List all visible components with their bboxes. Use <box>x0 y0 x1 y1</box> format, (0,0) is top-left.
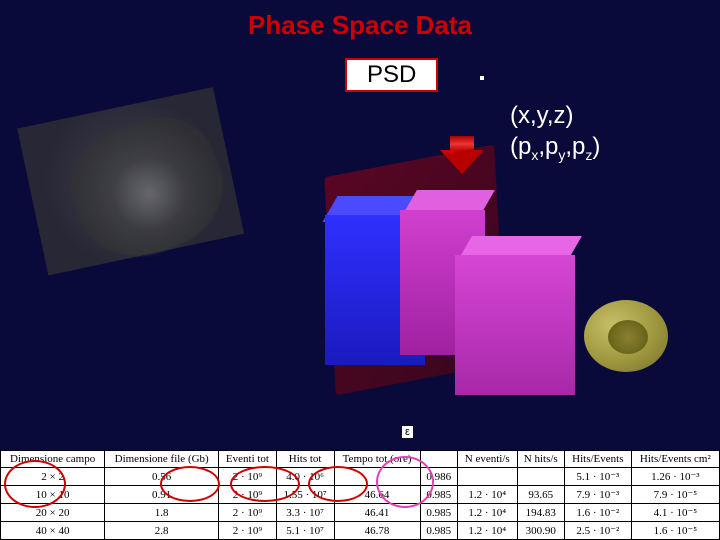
highlight-ellipse <box>160 466 220 502</box>
table-cell: 1.6 · 10⁻² <box>564 504 631 522</box>
table-cell: 300.90 <box>517 522 564 540</box>
highlight-ellipse <box>376 456 434 508</box>
table-row: 20 × 201.82 · 10⁹3.3 · 10⁷46.410.9851.2 … <box>1 504 720 522</box>
table-cell: 0.985 <box>420 522 457 540</box>
table-header-cell: N eventi/s <box>457 451 517 468</box>
table-header-row: Dimensione campoDimensione file (Gb)Even… <box>1 451 720 468</box>
table-cell: 1.8 <box>105 504 219 522</box>
detector-cylinder <box>580 290 675 378</box>
table-header-cell: N hits/s <box>517 451 564 468</box>
table-cell <box>457 468 517 486</box>
table-cell: 46.78 <box>334 522 420 540</box>
block-magenta2 <box>455 255 575 395</box>
table-header-cell: Hits/Events <box>564 451 631 468</box>
table-cell: 5.1 · 10⁷ <box>276 522 334 540</box>
highlight-ellipse <box>4 460 66 508</box>
table-header-cell: Hits/Events cm² <box>631 451 719 468</box>
table-cell: 7.9 · 10⁻³ <box>564 486 631 504</box>
table-cell <box>517 468 564 486</box>
table-header-cell: Eventi tot <box>219 451 277 468</box>
table-cell: 20 × 20 <box>1 504 105 522</box>
table-cell: 2.8 <box>105 522 219 540</box>
table-cell: 3.3 · 10⁷ <box>276 504 334 522</box>
table-cell: 7.9 · 10⁻⁵ <box>631 486 719 504</box>
epsilon-label: ε <box>402 426 413 438</box>
table-cell: 1.2 · 10⁴ <box>457 504 517 522</box>
table-cell: 4.1 · 10⁻⁵ <box>631 504 719 522</box>
table-row: 40 × 402.82 · 10⁹5.1 · 10⁷46.780.9851.2 … <box>1 522 720 540</box>
table-cell: 0.985 <box>420 504 457 522</box>
voxel-cube <box>11 45 309 304</box>
table-cell: 1.6 · 10⁻⁵ <box>631 522 719 540</box>
table-cell: 93.65 <box>517 486 564 504</box>
table-cell: 2 · 10⁹ <box>219 522 277 540</box>
table-cell: 1.26 · 10⁻³ <box>631 468 719 486</box>
table-cell: 5.1 · 10⁻³ <box>564 468 631 486</box>
highlight-ellipse <box>230 466 300 502</box>
slide-title: Phase Space Data <box>248 10 472 41</box>
highlight-ellipse <box>308 466 368 502</box>
table-cell: 2 · 10⁹ <box>219 504 277 522</box>
table-header-cell: Hits tot <box>276 451 334 468</box>
table-cell: 194.83 <box>517 504 564 522</box>
scene-3d <box>0 40 720 420</box>
table-header-cell: Dimensione file (Gb) <box>105 451 219 468</box>
table-cell: 2.5 · 10⁻² <box>564 522 631 540</box>
table-cell: 1.2 · 10⁴ <box>457 522 517 540</box>
table-cell: 1.2 · 10⁴ <box>457 486 517 504</box>
table-cell: 40 × 40 <box>1 522 105 540</box>
